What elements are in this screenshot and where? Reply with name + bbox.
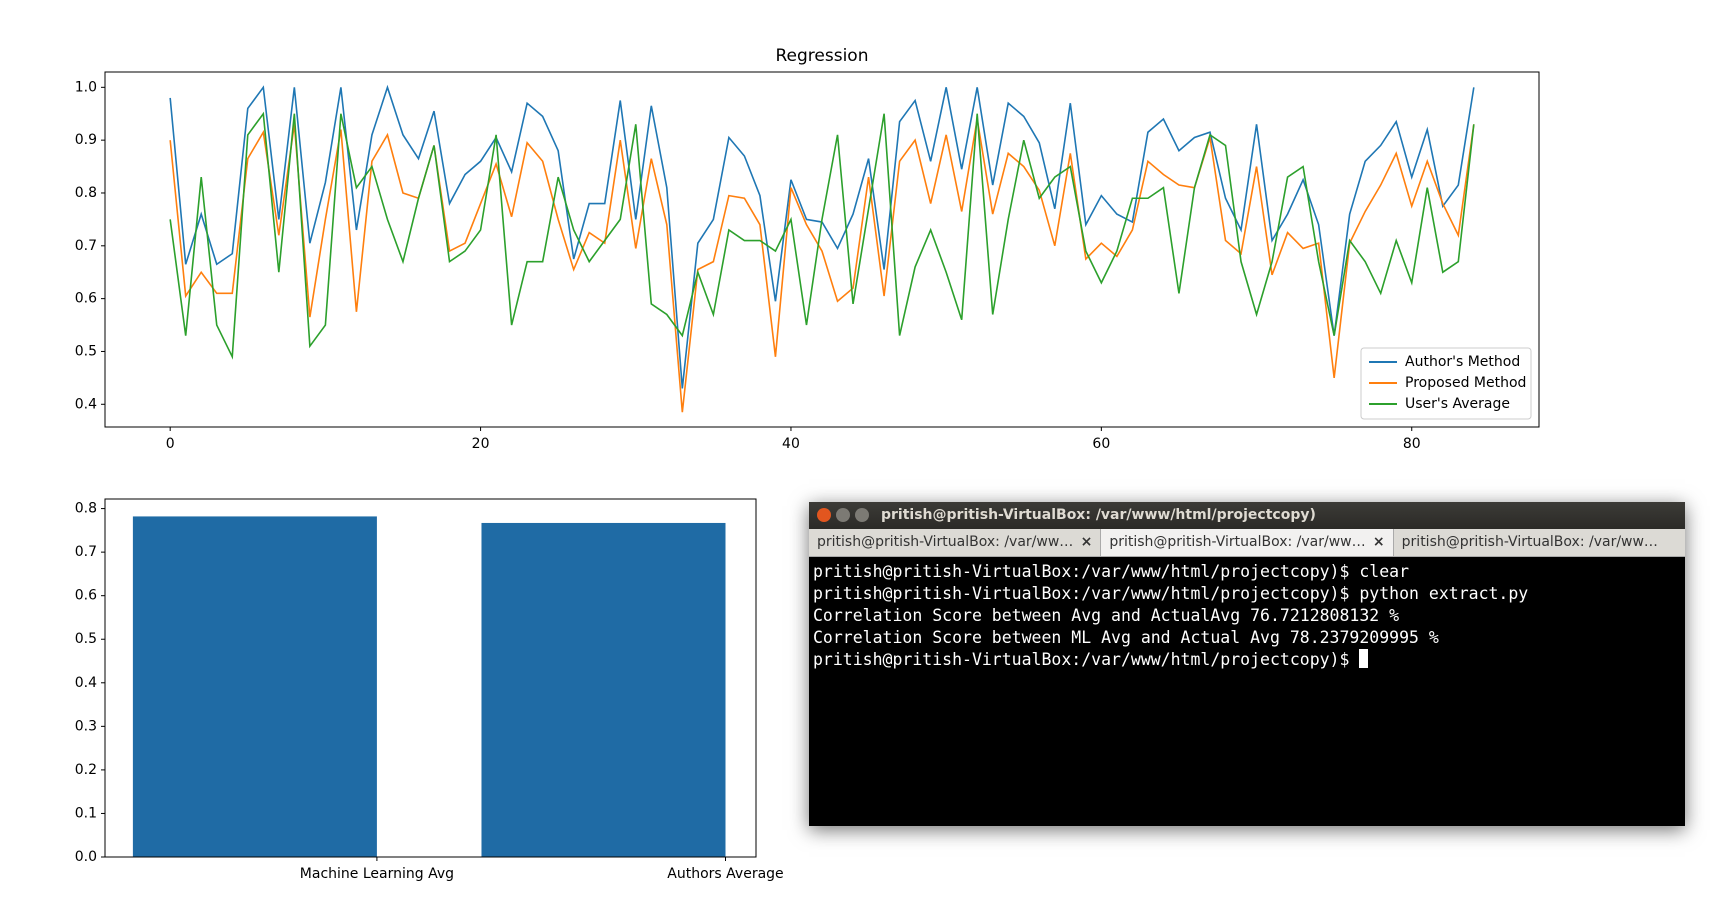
y-tick-label: 0.4 xyxy=(75,396,97,412)
y-tick-label: 0.8 xyxy=(75,501,97,517)
bar xyxy=(481,522,726,857)
y-tick-label: 0.5 xyxy=(75,343,97,359)
terminal-window[interactable]: pritish@pritish-VirtualBox: /var/www/htm… xyxy=(809,502,1685,826)
x-tick-label: 40 xyxy=(782,436,800,452)
plot-frame xyxy=(104,71,1540,428)
y-tick-label: 0.5 xyxy=(75,631,97,647)
tab-bar: pritish@pritish-VirtualBox: /var/ww… × pr… xyxy=(809,529,1685,557)
terminal-line: Correlation Score between Avg and Actual… xyxy=(813,606,1400,625)
legend: Author's Method Proposed Method User's Ave… xyxy=(1360,347,1532,420)
tab-label: pritish@pritish-VirtualBox: /var/ww… xyxy=(1401,534,1658,550)
terminal-line: Correlation Score between ML Avg and Act… xyxy=(813,628,1439,647)
x-tick-label: 80 xyxy=(1403,436,1421,452)
legend-box xyxy=(1360,347,1532,420)
tab-label: pritish@pritish-VirtualBox: /var/ww… xyxy=(817,534,1074,550)
y-tick-label: 0.4 xyxy=(75,675,97,691)
y-tick-label: 0.9 xyxy=(75,132,97,148)
chart-title: Regression xyxy=(776,46,869,66)
y-tick-label: 0.2 xyxy=(75,762,97,778)
tab[interactable]: pritish@pritish-VirtualBox: /var/ww… xyxy=(1394,529,1685,556)
y-tick-label: 0.3 xyxy=(75,718,97,734)
tab-label: pritish@pritish-VirtualBox: /var/ww… xyxy=(1109,534,1366,550)
legend-label: Proposed Method xyxy=(1405,375,1526,391)
terminal-line: pritish@pritish-VirtualBox:/var/www/html… xyxy=(813,562,1410,581)
series-line xyxy=(169,84,1475,389)
x-tick-label: Machine Learning Avg xyxy=(300,866,454,882)
y-tick-label: 0.7 xyxy=(75,238,97,254)
x-tick-label: 0 xyxy=(166,436,175,452)
series-line xyxy=(169,111,1475,360)
minimize-button[interactable] xyxy=(836,508,850,522)
prompt: pritish@pritish-VirtualBox:/var/www/html… xyxy=(813,650,1360,669)
tab[interactable]: pritish@pritish-VirtualBox: /var/ww… × xyxy=(1101,529,1394,556)
x-tick-label: 20 xyxy=(472,436,490,452)
y-tick-label: 1.0 xyxy=(75,79,97,95)
y-tick-label: 0.1 xyxy=(75,805,97,821)
terminal-line: pritish@pritish-VirtualBox:/var/www/html… xyxy=(813,649,1685,671)
legend-label: User's Average xyxy=(1405,396,1510,412)
terminal-output: pritish@pritish-VirtualBox:/var/www/html… xyxy=(809,557,1685,671)
y-tick-label: 0.6 xyxy=(75,588,97,604)
legend-label: Author's Method xyxy=(1405,354,1520,370)
tab[interactable]: pritish@pritish-VirtualBox: /var/ww… × xyxy=(809,529,1102,556)
y-tick-label: 0.0 xyxy=(75,849,97,865)
y-tick-label: 0.6 xyxy=(75,291,97,307)
window-title: pritish@pritish-VirtualBox: /var/www/htm… xyxy=(881,507,1316,523)
maximize-button[interactable] xyxy=(855,508,869,522)
y-tick-label: 0.7 xyxy=(75,544,97,560)
terminal-line: pritish@pritish-VirtualBox:/var/www/html… xyxy=(813,584,1529,603)
x-tick-label: 60 xyxy=(1092,436,1110,452)
title-bar: pritish@pritish-VirtualBox: /var/www/htm… xyxy=(809,502,1685,529)
x-tick-label: Authors Average xyxy=(667,866,783,882)
cursor xyxy=(1359,649,1369,668)
series-line xyxy=(169,118,1475,413)
plot-frame xyxy=(104,498,757,858)
close-button[interactable] xyxy=(817,508,831,522)
bar xyxy=(132,516,377,857)
y-tick-label: 0.8 xyxy=(75,185,97,201)
